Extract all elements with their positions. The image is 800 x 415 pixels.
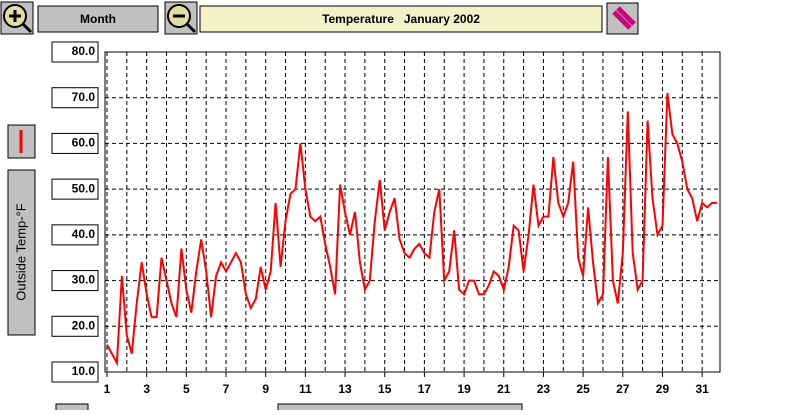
x-tick-label: 15 <box>378 382 392 396</box>
y-tick-box <box>51 361 99 383</box>
x-tick-label: 19 <box>457 382 471 396</box>
y-axis-label: Outside Temp-°F <box>13 203 28 300</box>
x-tick-label: 11 <box>299 382 312 396</box>
x-tick-label: 23 <box>537 382 551 396</box>
print-icon <box>612 6 636 30</box>
scrollbar[interactable] <box>277 403 523 415</box>
zoom-in-glyph <box>9 10 33 34</box>
axis-label-button[interactable] <box>7 169 36 336</box>
x-tick-label: 29 <box>656 382 670 396</box>
y-tick-box <box>51 178 99 200</box>
y-tick-box <box>51 41 99 63</box>
y-tick-label: 20.0 <box>72 318 96 332</box>
chart-title: Temperature January 2002 <box>322 12 480 26</box>
data-line <box>106 92 717 367</box>
plot-border <box>104 51 721 373</box>
y-tick-label: 40.0 <box>72 227 96 241</box>
y-tick-label: 60.0 <box>72 136 96 150</box>
y-tick-label: 30.0 <box>72 273 96 287</box>
x-tick-label: 1 <box>104 382 111 396</box>
y-tick-box <box>51 224 99 246</box>
y-tick-box <box>51 315 99 337</box>
x-tick-label: 21 <box>497 382 511 396</box>
y-tick-box <box>51 270 99 292</box>
y-tick-label: 10.0 <box>72 364 96 378</box>
y-tick-label: 80.0 <box>72 44 96 58</box>
period-button[interactable] <box>37 5 159 33</box>
x-tick-label: 31 <box>695 382 709 396</box>
x-tick-label: 17 <box>418 382 432 396</box>
y-tick-label: 70.0 <box>72 90 96 104</box>
zoom-out-glyph <box>173 14 197 34</box>
x-tick-label: 3 <box>143 382 150 396</box>
x-tick-label: 7 <box>223 382 230 396</box>
x-tick-label: 13 <box>338 382 352 396</box>
y-tick-box <box>51 87 99 109</box>
title-box <box>199 5 603 33</box>
x-tick-label: 27 <box>616 382 630 396</box>
x-tick-label: 25 <box>576 382 590 396</box>
x-tick-label: 5 <box>183 382 190 396</box>
y-tick-label: 50.0 <box>72 181 96 195</box>
y-tick-box <box>51 132 99 154</box>
plot-area <box>104 51 721 373</box>
scroll-button[interactable] <box>55 403 89 415</box>
period-label: Month <box>80 12 116 26</box>
x-tick-label: 9 <box>262 382 269 396</box>
